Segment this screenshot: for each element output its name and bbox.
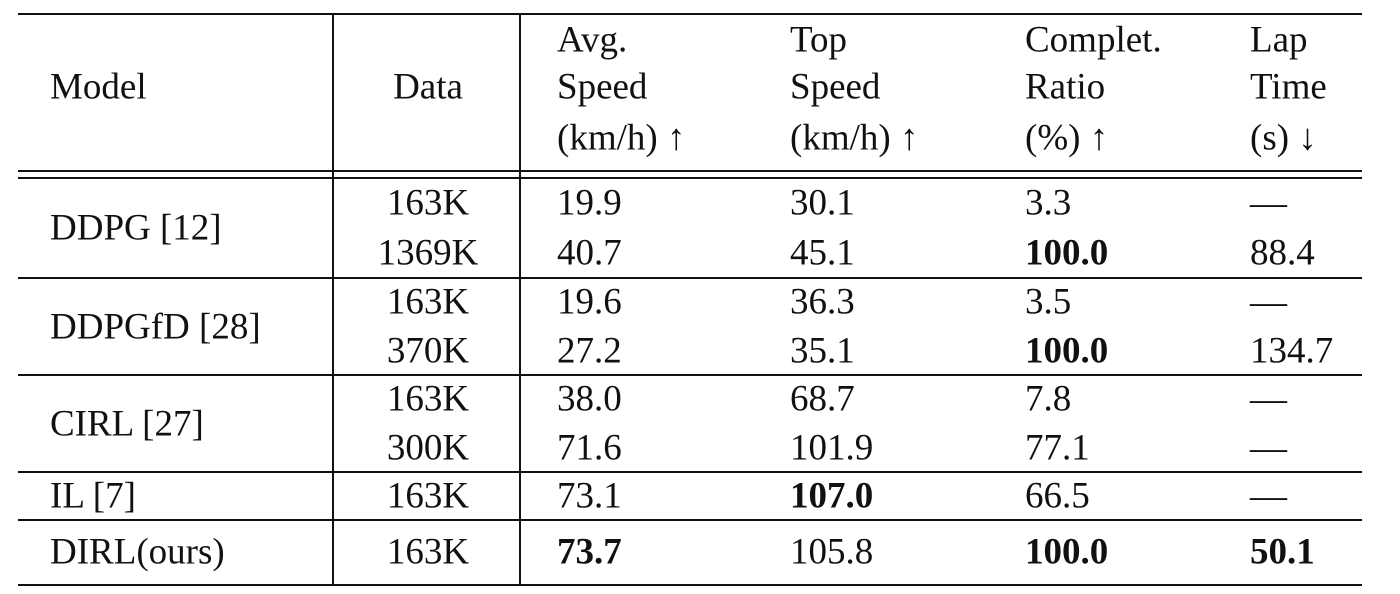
cell: 101.9 xyxy=(790,427,874,469)
header-cell: (%) ↑ xyxy=(1025,117,1109,159)
column-rule xyxy=(519,14,521,586)
cell: — xyxy=(1250,378,1287,420)
rule xyxy=(18,277,1362,279)
cell: 300K xyxy=(386,427,470,469)
header-cell: (km/h) ↑ xyxy=(557,117,686,159)
cell: 66.5 xyxy=(1025,475,1090,517)
model-name: DDPGfD [28] xyxy=(50,306,261,347)
cell: 50.1 xyxy=(1250,531,1315,573)
cell: — xyxy=(1250,427,1287,469)
cell: 38.0 xyxy=(557,378,622,420)
cell: 19.6 xyxy=(557,281,622,323)
cell: 35.1 xyxy=(790,330,855,372)
cell: 163K xyxy=(386,475,470,517)
cell: 7.8 xyxy=(1025,378,1072,420)
cell: — xyxy=(1250,475,1287,517)
header-cell: Top xyxy=(790,19,848,61)
cell: 1369K xyxy=(377,232,479,274)
column-rule xyxy=(332,14,334,586)
header-cell: Complet. xyxy=(1025,19,1162,61)
cell: 107.0 xyxy=(790,475,874,517)
cell: 163K xyxy=(386,182,470,224)
cell: 100.0 xyxy=(1025,330,1109,372)
cell: 71.6 xyxy=(557,427,622,469)
rule xyxy=(18,177,1362,179)
model-name: DIRL(ours) xyxy=(50,531,225,573)
header-cell: Avg. xyxy=(557,19,628,61)
cell: 27.2 xyxy=(557,330,622,372)
rule xyxy=(18,13,1362,15)
cell: 19.9 xyxy=(557,182,622,224)
cell: 163K xyxy=(386,378,470,420)
cell: 36.3 xyxy=(790,281,855,323)
cell: 105.8 xyxy=(790,531,874,573)
header-cell: Time xyxy=(1250,66,1327,108)
cell: 77.1 xyxy=(1025,427,1090,469)
cell: 73.7 xyxy=(557,531,622,573)
cell: 3.5 xyxy=(1025,281,1072,323)
header-cell: Model xyxy=(50,66,147,108)
cell: 73.1 xyxy=(557,475,622,517)
cell: 134.7 xyxy=(1250,330,1334,372)
rule xyxy=(18,374,1362,376)
cell: 88.4 xyxy=(1250,232,1315,274)
rule xyxy=(18,519,1362,521)
cell: 100.0 xyxy=(1025,232,1109,274)
cell: 163K xyxy=(386,281,470,323)
rule xyxy=(18,170,1362,172)
header-cell: Ratio xyxy=(1025,66,1106,108)
cell: 30.1 xyxy=(790,182,855,224)
model-name: DDPG [12] xyxy=(50,207,222,249)
cell: 45.1 xyxy=(790,232,855,274)
header-cell: Speed xyxy=(790,66,881,108)
model-name: CIRL [27] xyxy=(50,403,204,444)
header-cell: Data xyxy=(393,66,463,108)
rule xyxy=(18,471,1362,473)
cell: 3.3 xyxy=(1025,182,1072,224)
header-cell: (s) ↓ xyxy=(1250,117,1317,159)
header-cell: Speed xyxy=(557,66,648,108)
cell: 40.7 xyxy=(557,232,622,274)
header-cell: (km/h) ↑ xyxy=(790,117,919,159)
header-cell: Lap xyxy=(1250,19,1308,61)
cell: 370K xyxy=(386,330,470,372)
cell: 68.7 xyxy=(790,378,855,420)
model-name: IL [7] xyxy=(50,475,136,517)
cell: — xyxy=(1250,281,1287,323)
cell: 163K xyxy=(386,531,470,573)
cell: — xyxy=(1250,182,1287,224)
cell: 100.0 xyxy=(1025,531,1109,573)
rule xyxy=(18,584,1362,586)
